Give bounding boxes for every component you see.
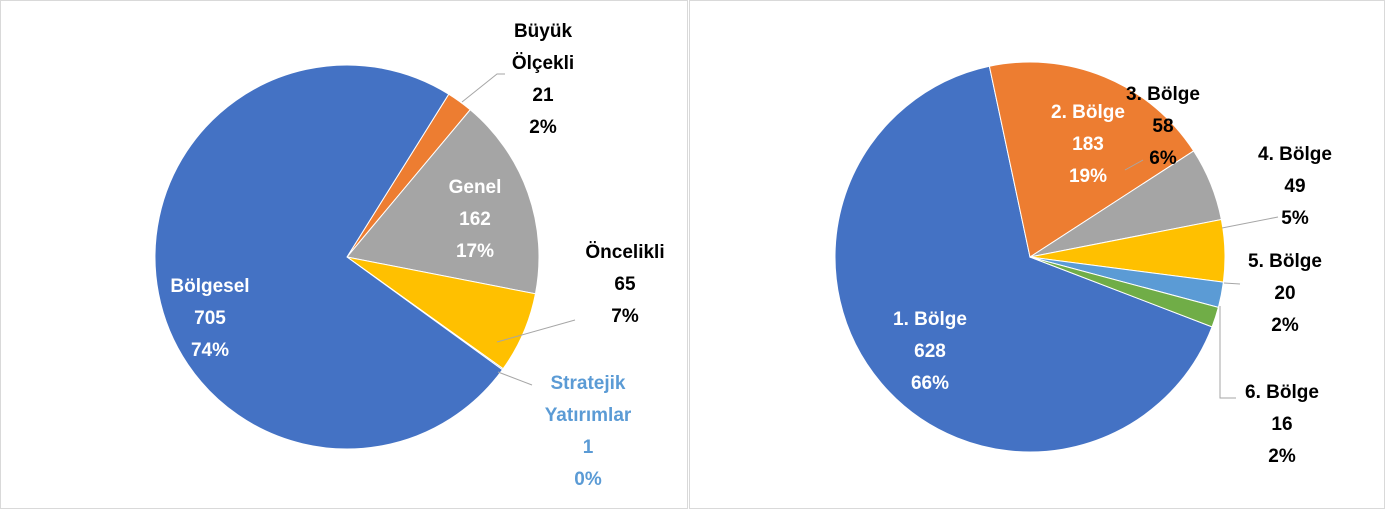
category-label: 4. Bölge <box>1258 144 1332 165</box>
pie-slice <box>834 65 1213 453</box>
pie-slice <box>988 61 1195 258</box>
category-label: Genel <box>448 177 502 198</box>
data-label: 2. Bölge 183 19% <box>1051 97 1125 193</box>
data-label: 3. Bölge 58 6% <box>1126 79 1200 175</box>
value-label: 65 <box>614 274 636 295</box>
leader-line <box>1223 282 1241 285</box>
category-label: 6. Bölge <box>1245 382 1319 403</box>
category-label: 2. Bölge <box>1051 102 1125 123</box>
data-label: 4. Bölge 49 5% <box>1258 139 1332 235</box>
data-label: 6. Bölge 16 2% <box>1245 377 1319 473</box>
percent-label: 7% <box>611 306 639 327</box>
category-label: Öncelikli <box>585 242 665 263</box>
pie-slice <box>154 64 504 450</box>
leader-line <box>496 319 576 343</box>
data-label: Bölgesel 705 74% <box>170 271 249 367</box>
data-label: Öncelikli 65 7% <box>585 237 664 333</box>
value-label: 49 <box>1284 176 1306 197</box>
category-label: 3. Bölge <box>1126 84 1200 105</box>
percent-label: 5% <box>1281 208 1309 229</box>
data-label: 5. Bölge 20 2% <box>1248 246 1322 342</box>
percent-label: 66% <box>910 373 950 394</box>
percent-label: 2% <box>529 117 557 138</box>
category-label: Bölgesel <box>170 276 250 297</box>
leader-line <box>1219 306 1236 399</box>
value-label: 1 <box>582 437 594 458</box>
data-label: Genel 162 17% <box>449 172 502 268</box>
category-label: 1. Bölge <box>893 309 967 330</box>
value-label: 705 <box>194 308 226 329</box>
percent-label: 74% <box>190 340 230 361</box>
data-label: Stratejik Yatırımlar 1 0% <box>523 368 653 496</box>
percent-label: 0% <box>574 469 602 490</box>
percent-label: 6% <box>1149 148 1177 169</box>
value-label: 183 <box>1072 134 1104 155</box>
value-label: 21 <box>532 85 554 106</box>
category-label: Büyük Ölçekli <box>511 21 575 74</box>
value-label: 20 <box>1274 283 1296 304</box>
leader-line <box>1124 159 1144 171</box>
pie-slice <box>346 109 540 295</box>
category-label: Stratejik Yatırımlar <box>544 373 632 426</box>
value-label: 628 <box>914 341 946 362</box>
percent-label: 2% <box>1271 315 1299 336</box>
value-label: 16 <box>1271 414 1293 435</box>
value-label: 58 <box>1152 116 1174 137</box>
data-label: Büyük Ölçekli 21 2% <box>496 16 591 144</box>
leader-line <box>461 73 505 103</box>
pie-slice <box>1029 256 1220 328</box>
leader-line <box>1221 216 1279 229</box>
category-label: 5. Bölge <box>1248 251 1322 272</box>
percent-label: 2% <box>1268 446 1296 467</box>
percent-label: 17% <box>455 241 495 262</box>
percent-label: 19% <box>1068 166 1108 187</box>
leader-line <box>497 371 533 386</box>
data-label: 1. Bölge 628 66% <box>893 304 967 400</box>
value-label: 162 <box>459 209 491 230</box>
